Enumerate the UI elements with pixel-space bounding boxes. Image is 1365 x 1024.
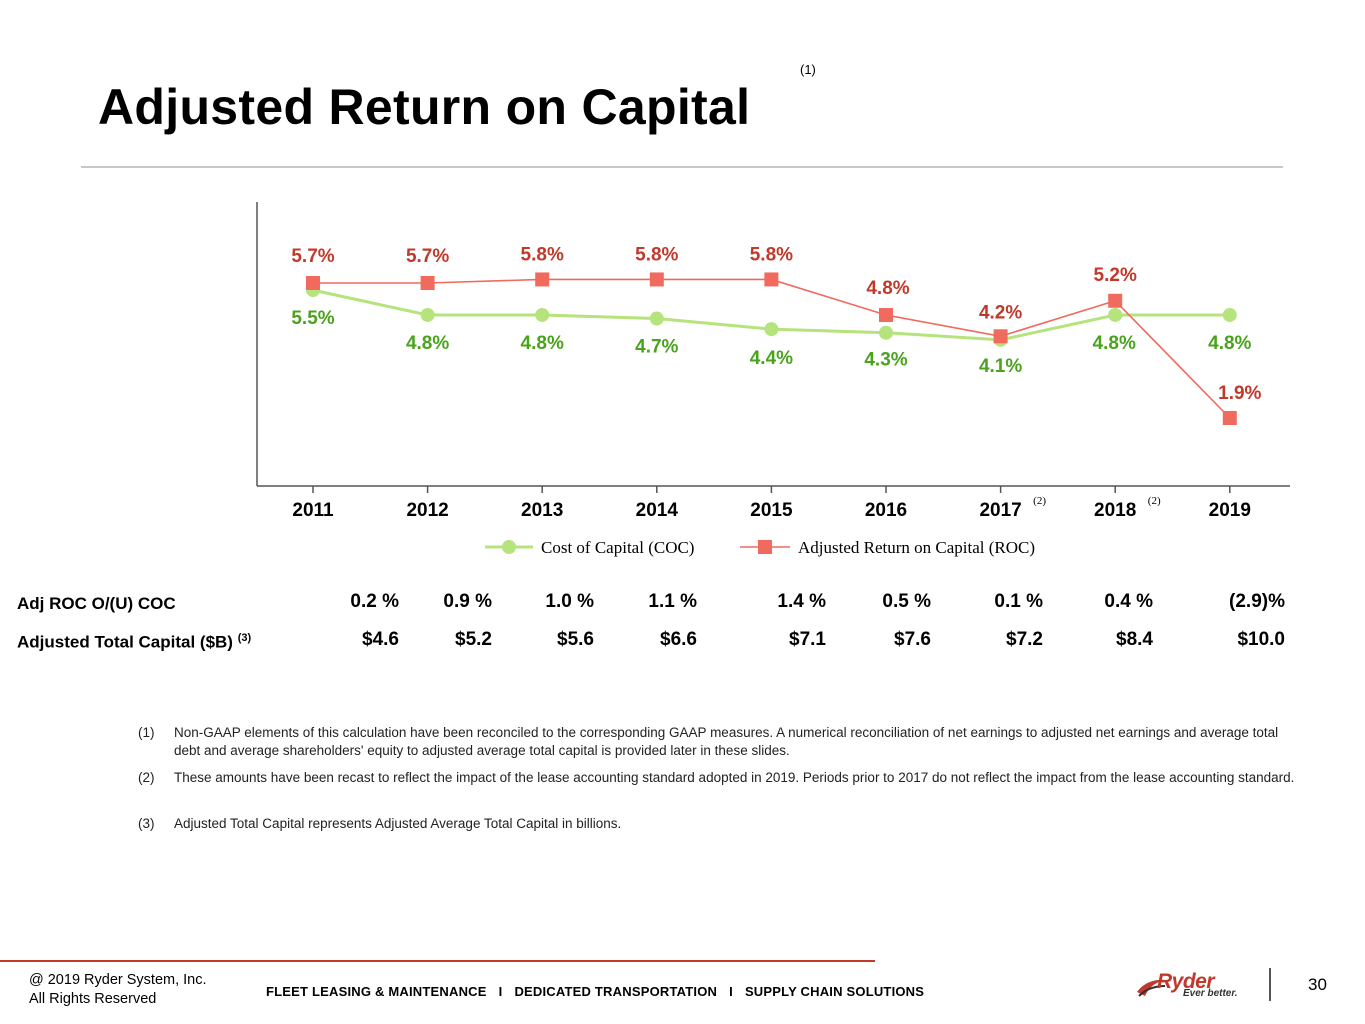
segment-separator: I — [498, 984, 503, 999]
roc-point — [535, 272, 550, 287]
row-label-total-capital: Adjusted Total Capital ($B) (3) — [17, 632, 252, 652]
legend-roc-marker — [758, 540, 772, 554]
total-capital-value: $7.1 — [789, 629, 826, 650]
coc-data-label: 4.3% — [864, 350, 907, 371]
roc-data-label: 4.2% — [979, 302, 1022, 323]
roc-over-coc-value: (2.9)% — [1229, 591, 1285, 612]
segment-dedicated: DEDICATED TRANSPORTATION — [514, 984, 718, 999]
total-capital-value: $10.0 — [1237, 629, 1285, 650]
legend-coc-marker — [502, 540, 516, 554]
coc-point — [535, 307, 550, 322]
x-tick-label: 2013 — [521, 500, 563, 521]
x-tick-label: 2018 — [1094, 500, 1136, 521]
roc-point — [879, 307, 893, 322]
footnote-text: Adjusted Total Capital represents Adjust… — [174, 816, 622, 831]
roc-data-label: 1.9% — [1218, 383, 1261, 404]
roc-point — [1108, 293, 1123, 308]
page-number: 30 — [1308, 975, 1327, 994]
footnote-number: (3) — [138, 816, 155, 831]
legend-roc-label: Adjusted Return on Capital (ROC) — [798, 538, 1035, 557]
x-tick-note: (2) — [1148, 495, 1161, 507]
total-capital-value: $6.6 — [660, 629, 697, 650]
coc-data-label: 4.1% — [979, 356, 1022, 377]
copyright: @ 2019 Ryder System, Inc. All Rights Res… — [29, 972, 207, 1007]
total-capital-value: $4.6 — [362, 629, 399, 650]
roc-over-coc-value: 0.5 % — [882, 591, 931, 612]
coc-data-label: 4.8% — [406, 333, 449, 354]
roc-point — [420, 276, 435, 290]
coc-data-label: 4.4% — [750, 348, 793, 369]
roc-over-coc-value: 0.2 % — [350, 591, 399, 612]
coc-data-label: 4.8% — [1208, 333, 1251, 354]
roc-point — [306, 276, 320, 290]
ryder-logo: Ryder Ever better. — [1135, 970, 1245, 1002]
x-tick-label: 2014 — [636, 500, 679, 521]
total-capital-value: $5.6 — [557, 629, 594, 650]
coc-data-label: 4.7% — [635, 337, 678, 358]
total-capital-value: $8.4 — [1116, 629, 1153, 650]
footnote-number: (2) — [138, 770, 155, 785]
total-capital-value: $5.2 — [455, 629, 492, 650]
roc-data-label: 4.8% — [866, 278, 909, 299]
logo-swoosh-icon — [1137, 979, 1167, 997]
coc-data-label: 4.8% — [521, 333, 564, 354]
coc-point — [420, 307, 435, 322]
footnote-number: (1) — [138, 725, 155, 740]
roc-over-coc-value: 1.1 % — [648, 591, 697, 612]
logo-tagline: Ever better. — [1183, 988, 1238, 999]
roc-over-coc-value: 0.1 % — [994, 591, 1043, 612]
row-note-ref: (3) — [237, 632, 252, 644]
coc-data-label: 4.8% — [1093, 333, 1136, 354]
footnote-text: These amounts have been recast to reflec… — [174, 770, 1295, 785]
roc-data-label: 5.7% — [291, 246, 334, 267]
roc-data-label: 5.8% — [750, 244, 793, 265]
slide-title: Adjusted Return on Capital — [98, 79, 751, 135]
total-capital-value: $7.2 — [1006, 629, 1043, 650]
segment-fleet: FLEET LEASING & MAINTENANCE — [266, 984, 487, 999]
roc-coc-line-chart: 2011 2012 2013 2014 2015 2016 2017 (2) 2018 (2) 20… — [256, 202, 1290, 557]
x-tick-label: 2019 — [1209, 500, 1251, 521]
roc-over-coc-value: 1.4 % — [777, 591, 826, 612]
coc-point — [764, 322, 779, 337]
coc-point — [1108, 307, 1123, 322]
segment-supply-chain: SUPPLY CHAIN SOLUTIONS — [744, 984, 925, 999]
coc-point — [649, 311, 664, 326]
roc-over-coc-value: 1.0 % — [545, 591, 594, 612]
title-divider — [81, 166, 1283, 168]
x-tick-label: 2016 — [865, 500, 907, 521]
roc-point — [993, 329, 1008, 344]
title-footnote-ref: (1) — [800, 62, 816, 77]
roc-data-label: 5.8% — [635, 244, 678, 265]
roc-data-label: 5.7% — [406, 246, 449, 267]
roc-over-coc-value: 0.9 % — [443, 591, 492, 612]
coc-point — [879, 325, 893, 340]
x-tick-label: 2012 — [406, 500, 448, 521]
coc-data-label: 5.5% — [291, 308, 334, 329]
roc-point — [649, 272, 664, 287]
roc-data-label: 5.2% — [1094, 265, 1137, 286]
roc-point — [764, 272, 779, 287]
footer-divider — [0, 960, 875, 962]
footer-vertical-divider — [1269, 968, 1271, 1001]
coc-point — [1222, 307, 1237, 322]
roc-data-label: 5.8% — [521, 244, 564, 265]
footnote-text: Non-GAAP elements of this calculation ha… — [174, 725, 1279, 758]
x-tick-label: 2017 — [979, 500, 1021, 521]
roc-point — [1222, 411, 1237, 425]
segment-separator: I — [729, 984, 733, 999]
x-tick-note: (2) — [1033, 495, 1046, 507]
x-tick-label: 2011 — [292, 500, 334, 521]
x-tick-label: 2015 — [750, 500, 793, 521]
row-label-roc-over-coc: Adj ROC O/(U) COC — [17, 594, 176, 613]
business-segments: FLEET LEASING & MAINTENANCE I DEDICATED TR… — [266, 984, 924, 999]
logo-wordmark: Ryder — [1157, 970, 1215, 993]
roc-over-coc-value: 0.4 % — [1104, 591, 1153, 612]
legend-coc-label: Cost of Capital (COC) — [541, 538, 694, 557]
total-capital-value: $7.6 — [894, 629, 931, 650]
